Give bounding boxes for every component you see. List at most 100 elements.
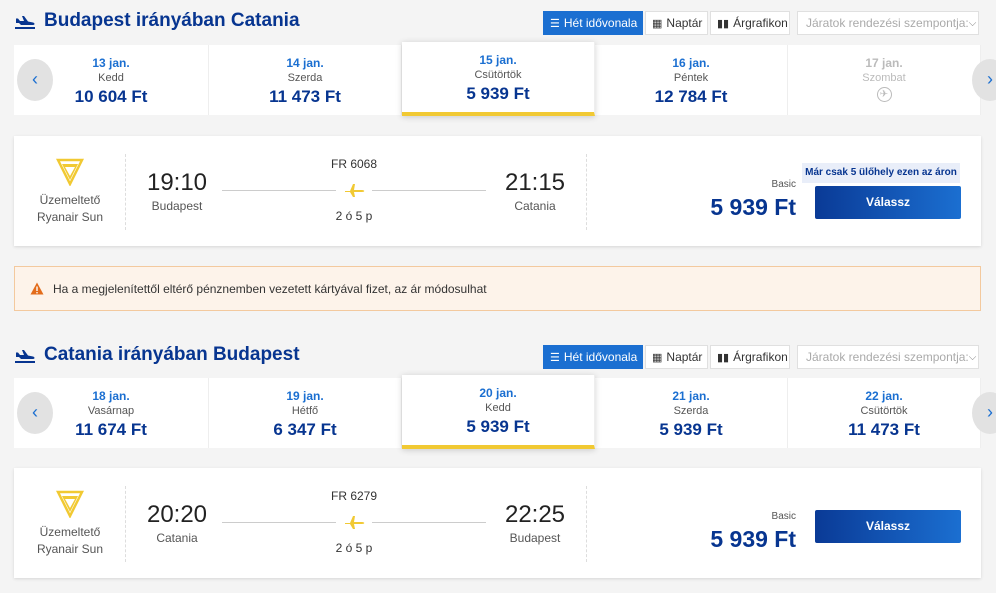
chevron-right-icon[interactable]: › [972, 59, 996, 101]
date-label: 17 jan. [865, 56, 903, 70]
date-price: 5 939 Ft [466, 417, 530, 436]
date-cell[interactable]: 14 jan. Szerda 11 473 Ft [209, 45, 402, 115]
date-price: 11 473 Ft [269, 87, 341, 106]
operator-info: Üzemeltető Ryanair Sun [24, 192, 116, 226]
weekday-label: Szerda [673, 405, 709, 417]
week-timeline-button[interactable]: ☰ Hét idővonala [543, 11, 643, 35]
warning-icon [30, 282, 44, 295]
weekday-label: Kedd [98, 72, 124, 84]
bar-chart-icon: ▮▮ [717, 17, 730, 30]
calendar-icon: ▦ [652, 17, 663, 30]
plane-icon [345, 516, 365, 529]
date-price: 5 939 Ft [659, 420, 723, 439]
price-chart-label: Árgrafikon [733, 350, 788, 364]
chevron-down-icon: ⌵ [968, 351, 977, 363]
seats-left-badge: Már csak 5 ülőhely ezen az áron [802, 163, 960, 183]
calendar-label: Naptár [666, 16, 703, 30]
price-chart-button[interactable]: ▮▮ Árgrafikon [710, 345, 790, 369]
flight-duration: 2 ó 5 p [335, 541, 373, 555]
weekday-label: Vasárnap [87, 405, 135, 417]
divider [125, 154, 126, 230]
flight-number: FR 6068 [330, 157, 378, 171]
week-timeline-label: Hét idővonala [563, 350, 638, 364]
weekday-label: Csütörtök [474, 69, 522, 81]
date-price: 6 347 Ft [273, 420, 337, 439]
calendar-label: Naptár [666, 350, 703, 364]
operator-name: Ryanair Sun [36, 542, 104, 556]
date-cell[interactable]: 22 jan. Csütörtök 11 473 Ft [788, 378, 981, 448]
date-label: 16 jan. [672, 56, 710, 70]
route-line [372, 522, 486, 523]
calendar-button[interactable]: ▦ Naptár [645, 11, 708, 35]
date-label: 15 jan. [479, 53, 517, 67]
date-cell[interactable]: 13 jan. Kedd 10 604 Ft [14, 45, 209, 115]
fare-type: Basic [771, 511, 796, 522]
divider [586, 154, 587, 230]
weekday-label: Szerda [287, 72, 323, 84]
sort-placeholder: Járatok rendezési szempontja: [806, 16, 969, 30]
depart-time: 20:20 [146, 501, 208, 528]
route-line [222, 522, 336, 523]
flight-number: FR 6279 [330, 489, 378, 503]
date-label: 13 jan. [92, 56, 130, 70]
date-cell-selected[interactable]: 15 jan. Csütörtök 5 939 Ft [402, 42, 595, 116]
sort-placeholder: Járatok rendezési szempontja: [806, 350, 969, 364]
operator-info: Üzemeltető Ryanair Sun [24, 524, 116, 558]
return-date-strip: ‹ 18 jan. Vasárnap 11 674 Ft 19 jan. Hét… [14, 375, 996, 449]
flight-price: 5 939 Ft [710, 526, 796, 552]
chevron-down-icon: ⌵ [968, 17, 977, 29]
plane-icon [15, 350, 35, 363]
weekday-label: Hétfő [291, 405, 319, 417]
list-icon: ☰ [550, 351, 560, 364]
weekday-label: Kedd [485, 402, 511, 414]
calendar-icon: ▦ [652, 351, 663, 364]
return-header: Catania irányában Budapest ☰ Hét idővona… [0, 344, 996, 374]
price-chart-button[interactable]: ▮▮ Árgrafikon [710, 11, 790, 35]
plane-icon [15, 16, 35, 29]
select-flight-button[interactable]: Válassz [815, 186, 961, 219]
date-price: 10 604 Ft [74, 87, 148, 106]
ryanair-logo-icon [56, 490, 84, 518]
date-label: 14 jan. [286, 56, 324, 70]
price-chart-label: Árgrafikon [733, 16, 788, 30]
weekday-label: Csütörtök [860, 405, 908, 417]
date-price: 11 674 Ft [75, 420, 147, 439]
select-flight-button[interactable]: Válassz [815, 510, 961, 543]
date-cell-selected[interactable]: 20 jan. Kedd 5 939 Ft [402, 375, 595, 449]
divider [586, 486, 587, 562]
outbound-header: Budapest irányában Catania ☰ Hét idővona… [0, 10, 996, 40]
weekday-label: Péntek [673, 72, 709, 84]
arrive-time: 21:15 [504, 169, 566, 196]
sort-select[interactable]: Járatok rendezési szempontja: ⌵ [797, 345, 979, 369]
date-price: 12 784 Ft [654, 87, 728, 106]
date-label: 18 jan. [92, 389, 130, 403]
return-route-title: Catania irányában Budapest [44, 344, 300, 365]
date-price: 5 939 Ft [466, 84, 530, 103]
date-cell[interactable]: 19 jan. Hétfő 6 347 Ft [209, 378, 402, 448]
chevron-left-icon[interactable]: ‹ [17, 59, 53, 101]
route-line [372, 190, 486, 191]
fare-type: Basic [771, 179, 796, 190]
chevron-right-icon[interactable]: › [972, 392, 996, 434]
warning-text: Ha a megjelenítettől eltérő pénznemben v… [53, 282, 487, 296]
calendar-button[interactable]: ▦ Naptár [645, 345, 708, 369]
date-cell[interactable]: 18 jan. Vasárnap 11 674 Ft [14, 378, 209, 448]
route-line [222, 190, 336, 191]
flight-duration: 2 ó 5 p [335, 209, 373, 223]
divider [125, 486, 126, 562]
plane-icon [345, 184, 365, 197]
date-cell[interactable]: 21 jan. Szerda 5 939 Ft [595, 378, 788, 448]
date-cell[interactable]: 16 jan. Péntek 12 784 Ft [595, 45, 788, 115]
chevron-left-icon[interactable]: ‹ [17, 392, 53, 434]
date-cell-unavailable: 17 jan. Szombat ✈ [788, 45, 981, 115]
date-label: 19 jan. [286, 389, 324, 403]
operator-label: Üzemeltető [39, 525, 101, 539]
no-flight-icon: ✈ [876, 87, 892, 102]
sort-select[interactable]: Járatok rendezési szempontja: ⌵ [797, 11, 979, 35]
currency-warning: Ha a megjelenítettől eltérő pénznemben v… [14, 266, 981, 311]
operator-label: Üzemeltető [39, 193, 101, 207]
depart-city: Catania [156, 531, 198, 545]
date-label: 20 jan. [479, 386, 517, 400]
ryanair-logo-icon [56, 158, 84, 186]
week-timeline-button[interactable]: ☰ Hét idővonala [543, 345, 643, 369]
